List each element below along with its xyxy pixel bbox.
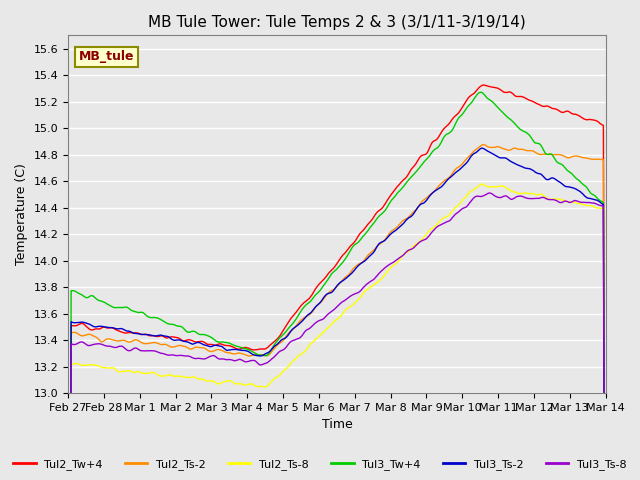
Legend: Tul2_Tw+4, Tul2_Ts-2, Tul2_Ts-8, Tul3_Tw+4, Tul3_Ts-2, Tul3_Ts-8: Tul2_Tw+4, Tul2_Ts-2, Tul2_Ts-8, Tul3_Tw…: [9, 455, 631, 474]
Text: MB_tule: MB_tule: [79, 50, 134, 63]
Title: MB Tule Tower: Tule Temps 2 & 3 (3/1/11-3/19/14): MB Tule Tower: Tule Temps 2 & 3 (3/1/11-…: [148, 15, 526, 30]
Y-axis label: Temperature (C): Temperature (C): [15, 163, 28, 265]
X-axis label: Time: Time: [321, 419, 352, 432]
